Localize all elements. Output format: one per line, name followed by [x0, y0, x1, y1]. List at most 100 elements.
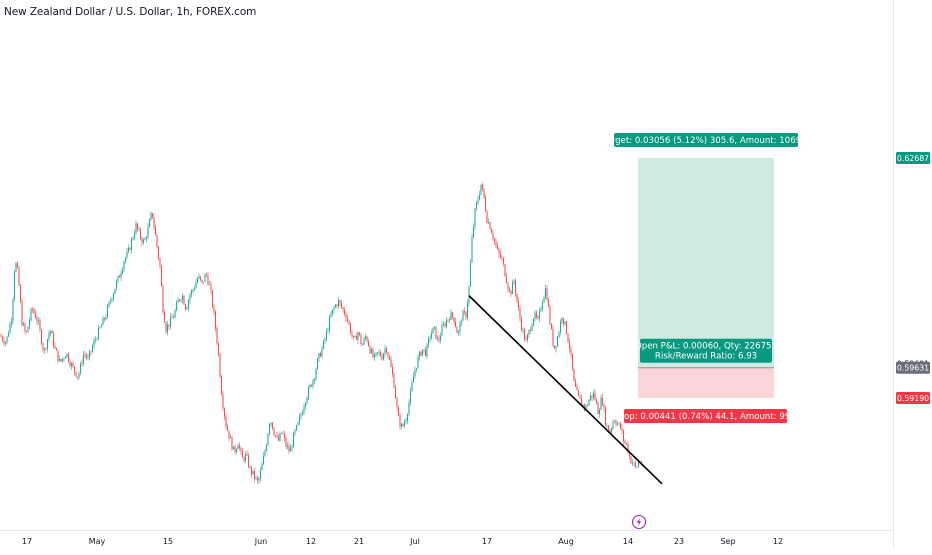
candle-body	[394, 387, 397, 399]
candle-body	[591, 395, 593, 398]
candle-body	[189, 294, 191, 301]
candle-body	[117, 275, 119, 282]
time-tick-label: 15	[163, 537, 173, 546]
candle-body	[250, 466, 253, 475]
target-zone[interactable]	[638, 158, 774, 368]
candle-body	[207, 275, 209, 285]
target-label[interactable]: Target: 0.03056 (5.12%) 305.6, Amount: 1…	[602, 133, 810, 147]
candle-body	[3, 340, 5, 344]
candle-body	[142, 240, 145, 243]
price-axis[interactable]	[893, 0, 932, 550]
candle-body	[406, 414, 409, 421]
price-label-target: 0.62687	[897, 154, 929, 163]
candle-body	[450, 312, 452, 320]
candle-body	[618, 423, 620, 424]
candle-body	[402, 424, 404, 426]
trend-line[interactable]	[468, 295, 663, 485]
candle-body	[345, 314, 347, 319]
candle-body	[387, 352, 389, 357]
candle-body	[268, 424, 271, 434]
candle-body	[291, 446, 293, 449]
candle-body	[28, 320, 31, 327]
stop-label[interactable]: Stop: 0.00441 (0.74%) 44.1, Amount: 990	[615, 409, 796, 423]
candle-body	[366, 336, 368, 342]
open-pl-text: Open P&L: 0.00060, Qty: 226757	[635, 342, 777, 352]
candle-body	[486, 211, 488, 223]
candle-body	[139, 229, 142, 239]
candle-body	[442, 324, 445, 326]
candle-body	[579, 395, 581, 399]
risk-reward-text: Risk/Reward Ratio: 6.93	[655, 352, 757, 362]
position-info-label[interactable]: Open P&L: 0.00060, Qty: 226757 Risk/Rewa…	[635, 338, 777, 363]
candle-body	[133, 233, 136, 238]
candle-body	[321, 348, 323, 357]
candle-body	[600, 397, 602, 410]
candle-body	[54, 345, 56, 348]
candle-body	[253, 470, 256, 479]
candle-body	[153, 217, 155, 227]
candle-body	[319, 353, 322, 357]
candle-body	[408, 402, 410, 415]
candle-body	[333, 307, 335, 310]
lightning-icon[interactable]	[631, 514, 647, 530]
candle-body	[537, 317, 539, 319]
candle-body	[325, 331, 328, 339]
candle-body	[90, 351, 92, 352]
candle-body	[22, 323, 25, 326]
candle-body	[337, 300, 340, 306]
candle-body	[532, 318, 535, 326]
candle-body	[241, 451, 244, 458]
candle-body	[154, 226, 157, 236]
candle-body	[307, 387, 310, 398]
candle-body	[144, 238, 146, 241]
candle-body	[604, 407, 607, 426]
candle-body	[285, 437, 287, 447]
candle-body	[373, 354, 376, 358]
candle-body	[60, 358, 62, 362]
candle-body	[349, 324, 352, 334]
candle-body	[498, 248, 500, 254]
candle-body	[594, 392, 596, 400]
candle-body	[606, 425, 608, 426]
stop-zone[interactable]	[638, 367, 774, 398]
candle-body	[421, 349, 424, 356]
candle-body	[180, 299, 182, 301]
candle-body	[126, 251, 128, 258]
candle-body	[514, 280, 517, 294]
candle-body	[462, 310, 464, 321]
candle-body	[558, 332, 560, 338]
candle-body	[496, 245, 499, 249]
candle-body	[196, 278, 199, 283]
candle-body	[352, 335, 355, 338]
price-label-bg	[896, 152, 930, 164]
candle-body	[622, 430, 625, 441]
candle-body	[244, 453, 247, 461]
time-tick-label: 23	[674, 537, 684, 546]
candle-body	[435, 326, 437, 339]
candle-body	[598, 409, 601, 415]
candle-body	[43, 348, 46, 350]
candle-body	[529, 330, 532, 331]
candle-body	[132, 237, 134, 240]
candle-body	[610, 428, 613, 433]
candle-body	[348, 320, 350, 325]
candle-body	[166, 324, 169, 333]
candle-body	[205, 274, 208, 276]
time-axis[interactable]	[0, 530, 893, 551]
time-tick-label: Jun	[254, 537, 268, 546]
candle-body	[49, 330, 52, 334]
candle-body	[279, 433, 281, 441]
candle-body	[582, 404, 584, 406]
candle-body	[580, 398, 583, 406]
candle-body	[195, 282, 197, 289]
candle-body	[457, 331, 460, 333]
candle-body	[555, 346, 557, 349]
candle-body	[397, 407, 400, 417]
candle-body	[234, 446, 236, 452]
candle-body	[316, 358, 319, 370]
chart-title: New Zealand Dollar / U.S. Dollar, 1h, FO…	[4, 6, 257, 18]
candle-body	[432, 327, 434, 334]
candle-body	[412, 376, 415, 383]
